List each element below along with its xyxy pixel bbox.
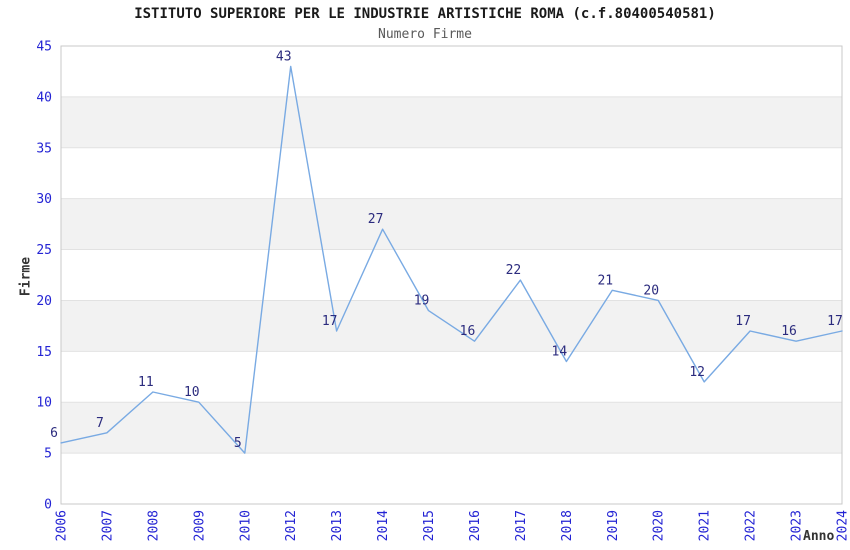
point-label: 14	[552, 345, 568, 360]
y-tick-label: 30	[36, 192, 52, 207]
x-tick-label: 2022	[744, 510, 759, 541]
y-tick-label: 0	[44, 498, 52, 513]
x-tick-label: 2018	[560, 510, 575, 541]
point-label: 17	[735, 314, 751, 329]
x-tick-label: 2007	[100, 510, 115, 541]
y-tick-label: 25	[36, 243, 52, 258]
x-tick-label: 2017	[514, 510, 529, 541]
x-tick-label: 2013	[330, 510, 345, 541]
point-label: 21	[597, 273, 613, 288]
x-tick-label: 2006	[55, 510, 70, 541]
x-tick-label: 2010	[238, 510, 253, 541]
grid-band	[61, 198, 842, 250]
point-label: 16	[460, 324, 476, 339]
x-tick-label: 2020	[652, 510, 667, 541]
x-tick-label: 2024	[836, 510, 850, 541]
y-tick-label: 35	[36, 141, 52, 156]
point-label: 5	[234, 436, 242, 451]
y-tick-label: 5	[44, 447, 52, 462]
point-label: 19	[414, 294, 430, 309]
plot-border	[60, 45, 843, 505]
point-label: 22	[506, 263, 522, 278]
chart-title: ISTITUTO SUPERIORE PER LE INDUSTRIE ARTI…	[134, 6, 716, 22]
chart-subtitle: Numero Firme	[378, 27, 472, 42]
point-label: 20	[643, 283, 659, 298]
x-tick-label: 2021	[698, 510, 713, 541]
y-tick-label: 45	[36, 40, 52, 55]
y-tick-label: 20	[36, 294, 52, 309]
point-label: 7	[96, 416, 104, 431]
data-line	[60, 65, 843, 454]
point-label: 17	[827, 314, 843, 329]
y-axis-title: Firme	[18, 256, 34, 297]
point-label: 16	[781, 324, 797, 339]
point-label: 11	[138, 375, 154, 390]
y-tick-label: 40	[36, 90, 52, 105]
point-label: 27	[368, 212, 384, 227]
grid-band	[61, 402, 842, 454]
x-tick-label: 2015	[422, 510, 437, 541]
y-tick-label: 10	[36, 396, 52, 411]
x-tick-label: 2014	[376, 510, 391, 541]
x-tick-label: 2023	[790, 510, 805, 541]
point-label: 12	[689, 365, 705, 380]
point-label: 10	[184, 385, 200, 400]
y-tick-label: 15	[36, 345, 52, 360]
x-tick-label: 2009	[192, 510, 207, 541]
point-label: 6	[50, 426, 58, 441]
point-label: 17	[322, 314, 338, 329]
x-tick-label: 2008	[146, 510, 161, 541]
x-tick-label: 2012	[284, 510, 299, 541]
x-axis-title: Anno	[803, 529, 835, 544]
point-label: 43	[276, 49, 292, 64]
x-tick-label: 2019	[606, 510, 621, 541]
grid-band	[61, 96, 842, 148]
x-tick-label: 2016	[468, 510, 483, 541]
